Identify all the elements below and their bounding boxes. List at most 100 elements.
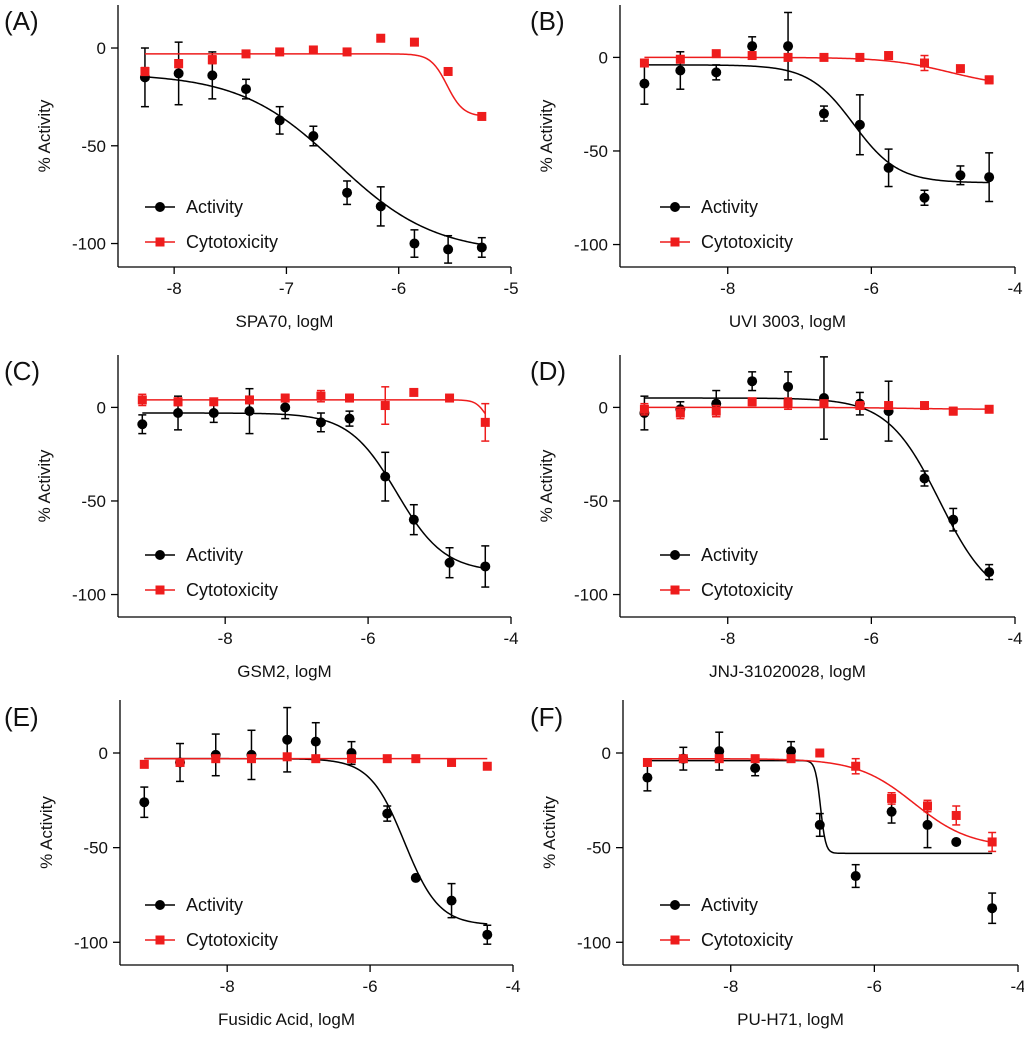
data-point-cytotoxicity [482, 761, 492, 771]
data-point-cytotoxicity [347, 754, 357, 764]
data-point-cytotoxicity [409, 387, 419, 397]
data-point-activity [282, 734, 293, 745]
data-point-activity [854, 119, 865, 130]
data-point-activity [955, 170, 966, 181]
data-point-cytotoxicity [308, 45, 318, 55]
y-tick-label: -50 [83, 839, 108, 858]
x-tick-label: -4 [505, 977, 520, 996]
data-point-activity [747, 41, 758, 52]
legend: Activity Cytotoxicity [145, 545, 278, 600]
legend-label: Activity [701, 197, 758, 217]
data-point-activity [919, 473, 930, 484]
data-point-cytotoxicity [920, 401, 930, 411]
data-point-activity [315, 417, 326, 428]
data-point-activity [675, 65, 686, 76]
y-tick-label: 0 [602, 744, 611, 763]
data-point-cytotoxicity [642, 757, 652, 767]
y-tick-label: -50 [586, 839, 611, 858]
data-point-cytotoxicity [855, 401, 865, 411]
y-axis-title: % Activity [537, 99, 556, 172]
data-point-activity [137, 419, 148, 430]
data-point-activity [444, 557, 455, 568]
x-tick-label: -8 [720, 279, 735, 298]
legend-marker-cytotoxicity [670, 935, 680, 945]
legend-label: Cytotoxicity [186, 232, 278, 252]
fit-curve-cytotoxicity [647, 757, 993, 844]
data-point-cytotoxicity [477, 111, 487, 121]
panel-a: (A) 0 -50 -100 -8 -7 -6 -5 SPA70, logM % Activity… [4, 5, 519, 331]
data-point-activity [883, 162, 894, 173]
data-point-cytotoxicity [246, 754, 256, 764]
legend: Activity Cytotoxicity [660, 895, 793, 950]
data-point-activity [139, 797, 150, 808]
data-point-activity [409, 238, 420, 249]
data-point-cytotoxicity [987, 837, 997, 847]
y-tick-label: -100 [72, 586, 106, 605]
x-tick-label: -4 [1007, 279, 1022, 298]
data-point-activity [476, 242, 487, 253]
fit-curve-activity [142, 412, 486, 570]
panel-f: (F) 0 -50 -100 -8 -6 -4 PU-H71, logM % Activity A… [530, 700, 1024, 1029]
data-point-cytotoxicity [244, 395, 254, 405]
fit-curve-activity [644, 64, 990, 184]
data-point-activity [750, 763, 761, 774]
x-tick-label: -6 [361, 629, 376, 648]
data-point-activity [951, 836, 962, 847]
data-point-cytotoxicity [241, 49, 251, 59]
panel-e: (E) 0 -50 -100 -8 -6 -4 Fusidic Acid, logM % Act… [4, 700, 521, 1029]
legend-label: Activity [186, 545, 243, 565]
data-point-activity [886, 806, 897, 817]
series-cytotoxicity [639, 397, 994, 420]
y-axis-title: % Activity [37, 796, 56, 869]
data-point-cytotoxicity [786, 754, 796, 764]
data-point-activity [984, 567, 995, 578]
x-axis-title: Fusidic Acid, logM [218, 1010, 355, 1029]
data-point-cytotoxicity [884, 401, 894, 411]
fit-curve-cytotoxicity [142, 399, 486, 415]
data-point-activity [408, 514, 419, 525]
legend-label: Cytotoxicity [186, 930, 278, 950]
y-tick-label: 0 [97, 39, 106, 58]
data-point-activity [308, 131, 319, 141]
series-activity [639, 356, 995, 581]
panel-d: (D) 0 -50 -100 -8 -6 -4 JNJ-31020028, logM % Act… [530, 355, 1023, 681]
data-point-cytotoxicity [678, 754, 688, 764]
data-point-cytotoxicity [376, 33, 386, 43]
fit-curve-activity [644, 397, 990, 578]
fit-curve-activity [144, 76, 482, 246]
data-point-cytotoxicity [480, 417, 490, 427]
y-tick-label: -50 [81, 137, 106, 156]
data-point-cytotoxicity [445, 393, 455, 403]
data-point-cytotoxicity [747, 51, 757, 61]
legend-marker-activity [670, 900, 680, 910]
data-point-activity [639, 78, 650, 89]
legend-label: Activity [186, 197, 243, 217]
data-point-cytotoxicity [275, 47, 285, 57]
series-cytotoxicity [639, 49, 994, 85]
data-point-cytotoxicity [819, 399, 829, 409]
x-axis-title: PU-H71, logM [737, 1010, 844, 1029]
series-cytotoxicity [642, 748, 997, 853]
legend-label: Cytotoxicity [701, 232, 793, 252]
data-point-activity [948, 514, 959, 525]
panel-c: (C) 0 -50 -100 -8 -6 -4 GSM2, logM % Activity Act… [4, 355, 519, 681]
legend-marker-activity [155, 900, 165, 910]
data-point-activity [818, 108, 829, 119]
data-point-cytotoxicity [948, 406, 958, 416]
data-point-cytotoxicity [887, 793, 897, 803]
data-point-cytotoxicity [714, 754, 724, 764]
x-tick-label: -8 [220, 977, 235, 996]
y-tick-label: -100 [574, 236, 608, 255]
data-point-cytotoxicity [747, 397, 757, 407]
series-activity [639, 11, 995, 206]
data-point-activity [987, 903, 998, 914]
legend-label: Cytotoxicity [701, 580, 793, 600]
data-point-cytotoxicity [819, 52, 829, 62]
data-point-cytotoxicity [923, 801, 933, 811]
legend-label: Cytotoxicity [701, 930, 793, 950]
legend: Activity Cytotoxicity [660, 545, 793, 600]
data-point-activity [642, 772, 653, 783]
y-axis-title: % Activity [35, 99, 54, 172]
x-tick-label: -4 [1007, 629, 1022, 648]
data-point-activity [410, 872, 421, 883]
